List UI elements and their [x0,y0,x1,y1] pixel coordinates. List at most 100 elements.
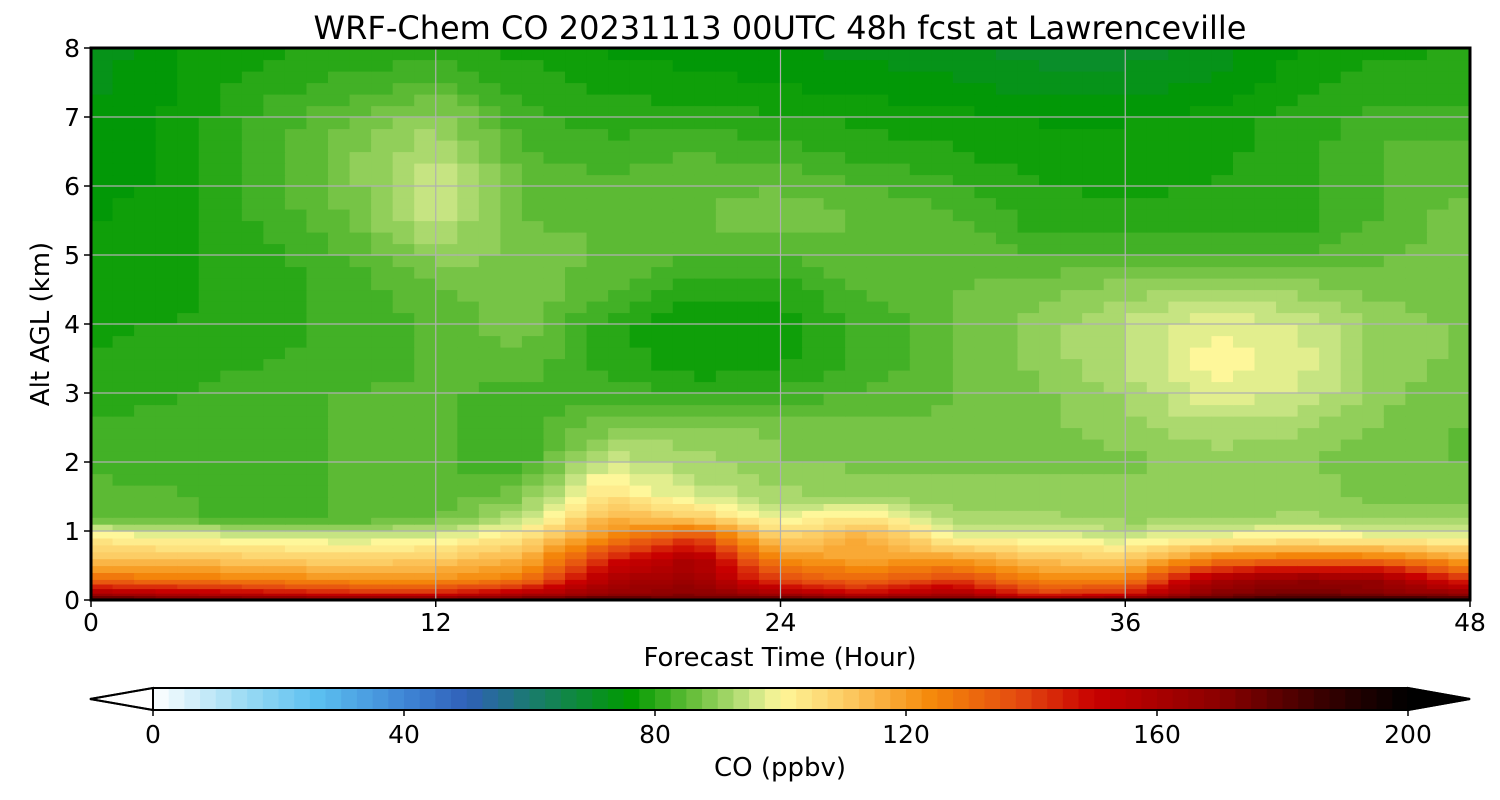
heatmap-cell [155,583,178,590]
heatmap-cell [651,301,674,314]
heatmap-cell [1362,358,1385,371]
heatmap-cell [737,579,760,585]
heatmap-cell [1448,347,1470,360]
heatmap-cell [91,289,114,302]
heatmap-cell [866,593,889,596]
heatmap-cell [371,503,394,511]
heatmap-cell [1146,358,1169,371]
heatmap-cell [629,544,652,553]
heatmap-cell [974,381,997,394]
heatmap-cell [1254,544,1277,553]
heatmap-cell [241,289,264,302]
heatmap-cell [543,174,566,187]
heatmap-cell [888,370,911,383]
heatmap-cell [1340,335,1363,348]
heatmap-cell [737,266,760,279]
heatmap-cell [543,71,566,84]
heatmap-cell [974,524,997,532]
heatmap-cell [220,48,243,61]
heatmap-cell [543,220,566,233]
heatmap-cell [802,537,825,546]
heatmap-cell [1125,558,1148,567]
heatmap-cell [1017,163,1040,176]
heatmap-cell [866,551,889,560]
heatmap-cell [1426,496,1450,504]
heatmap-cell [1426,117,1450,130]
heatmap-cell [952,393,976,406]
heatmap-cell [521,462,545,475]
heatmap-cell [1232,579,1256,585]
heatmap-cell [1383,595,1406,599]
heatmap-cell [91,485,114,498]
heatmap-cell [263,324,286,337]
y-tick-label: 1 [64,517,80,546]
heatmap-cell [284,128,308,141]
heatmap-cell [457,551,480,560]
heatmap-cell [1448,278,1470,291]
heatmap-cell [220,255,243,268]
heatmap-cell [802,48,825,61]
heatmap-cell [1125,289,1148,302]
heatmap-cell [651,404,674,417]
heatmap-cell [1125,496,1148,504]
heatmap-cell [1254,565,1277,573]
heatmap-cell [284,496,308,504]
heatmap-cell [198,209,221,222]
heatmap-cell [1189,48,1213,61]
heatmap-cell [651,517,674,525]
heatmap-cell [1297,393,1320,406]
heatmap-cell [543,82,566,95]
heatmap-cell [672,485,695,498]
heatmap-cell [435,209,458,222]
heatmap-cell [629,140,652,153]
heatmap-cell [478,174,501,187]
heatmap-cell [931,266,954,279]
heatmap-cell [478,266,501,279]
heatmap-cell [1168,462,1191,475]
heatmap-cell [586,117,609,130]
colorbar-segment [247,688,264,710]
heatmap-cell [241,593,264,596]
heatmap-cell [758,572,782,580]
heatmap-cell [1189,537,1213,546]
heatmap-cell [866,537,889,546]
heatmap-cell [1168,335,1191,348]
colorbar-segment [1392,688,1409,710]
heatmap-cell [500,450,523,463]
heatmap-cell [802,381,825,394]
colorbar-segment [309,688,327,710]
heatmap-cell [1340,255,1363,268]
heatmap-cell [608,151,631,164]
colorbar-extend-high [1407,686,1471,712]
heatmap-cell [823,255,846,268]
heatmap-cell [220,128,243,141]
heatmap-cell [1189,220,1213,233]
heatmap-cell [931,197,954,210]
heatmap-cell [974,537,997,546]
heatmap-cell [1189,232,1213,245]
heatmap-cell [974,243,997,256]
heatmap-cell [1060,220,1083,233]
heatmap-cell [284,82,308,95]
heatmap-cell [931,48,954,61]
colorbar-segment [1157,688,1174,710]
heatmap-cell [715,324,739,337]
heatmap-cell [177,209,200,222]
heatmap-cell [155,427,178,440]
heatmap-cell [177,266,200,279]
heatmap-cell [414,579,437,585]
heatmap-cell [543,588,566,594]
heatmap-cell [608,558,631,567]
heatmap-cell [629,381,652,394]
heatmap-cell [1319,335,1342,348]
heatmap-cell [1103,583,1126,590]
heatmap-cell [1383,255,1406,268]
heatmap-cell [328,255,351,268]
heatmap-cell [651,48,674,61]
heatmap-cell [328,558,351,567]
heatmap-cell [349,105,372,118]
heatmap-cell [306,439,329,452]
heatmap-cell [1168,503,1191,511]
heatmap-cell [974,593,997,596]
heatmap-cell [1362,243,1385,256]
